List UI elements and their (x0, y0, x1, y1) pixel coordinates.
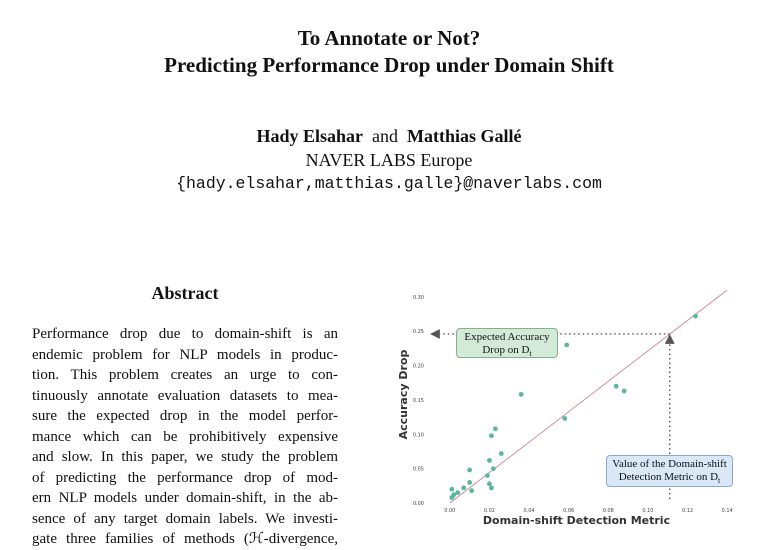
data-point (487, 458, 492, 463)
title-line-1: To Annotate or Not? (297, 26, 481, 50)
data-point (693, 313, 698, 319)
expected-drop-line-1: Expected Accuracy (464, 331, 550, 343)
data-point (449, 486, 455, 492)
metric-value-subscript: t (718, 476, 721, 486)
y-tick-label: 0.10 (413, 432, 424, 438)
abstract-line: tinuously annotate evaluation datasets t… (32, 387, 338, 404)
data-point (451, 492, 457, 498)
data-point (455, 490, 461, 496)
regression-line (449, 289, 728, 504)
abstract-line: mance which can be prohibitively expensi… (32, 428, 338, 445)
expected-drop-line-2: Drop on D (482, 344, 530, 356)
x-tick-label: 0.06 (563, 508, 574, 514)
author-2: Matthias Gallé (407, 126, 522, 146)
y-tick-label: 0.15 (413, 398, 424, 404)
x-tick-label: 0.10 (642, 508, 653, 514)
abstract-heading: Abstract (151, 283, 219, 303)
abstract-line: and slow. In this paper, we study the pr… (32, 449, 338, 465)
abstract-line: sence of any target domain labels. We in… (32, 510, 338, 527)
abstract-line: tion. This problem creates an urge to co… (32, 367, 338, 383)
data-point (487, 481, 492, 487)
data-point (621, 388, 627, 394)
data-point (518, 392, 524, 397)
author-conjunction: and (372, 126, 399, 146)
y-axis-label: Accuracy Drop (397, 350, 410, 440)
data-point (613, 383, 619, 389)
data-point (469, 488, 475, 494)
author-block: Hady Elsahar and Matthias Gallé NAVER LA… (0, 124, 778, 172)
figure-scatter-plot: 0.00 0.05 0.10 0.15 0.20 0.25 0.30 0.00 0.02 0.04… (397, 289, 733, 527)
data-point (564, 342, 570, 348)
data-point (491, 466, 496, 472)
x-tick-label: 0.00 (444, 508, 455, 514)
x-tick-label: 0.08 (603, 508, 614, 514)
abstract-body: Performance drop due to domain-shift is … (32, 324, 338, 550)
y-tick-label: 0.00 (413, 501, 424, 507)
x-tick-label: 0.04 (523, 508, 534, 514)
data-point (489, 485, 494, 491)
abstract-line: gate three families of methods (ℋ-diverg… (32, 531, 338, 547)
abstract-line: of predicting the performance drop of mo… (32, 469, 338, 486)
abstract-line: endemic problem for NLP models in produc… (32, 346, 338, 363)
x-tick-label: 0.12 (682, 508, 693, 514)
y-tick-label: 0.20 (413, 364, 424, 370)
data-point (489, 433, 494, 439)
data-point (562, 416, 568, 421)
affiliation: NAVER LABS Europe (305, 150, 473, 170)
data-point (492, 426, 498, 432)
expected-drop-subscript: t (529, 349, 532, 359)
data-point (467, 467, 473, 473)
paper-title: To Annotate or Not? Predicting Performan… (0, 25, 778, 79)
author-1: Hady Elsahar (256, 126, 364, 146)
y-tick-label: 0.30 (413, 295, 424, 301)
title-line-2: Predicting Performance Drop under Domain… (164, 53, 614, 77)
x-axis-label: Domain-shift Detection Metric (483, 514, 670, 527)
metric-value-line-1: Value of the Domain-shift (612, 458, 727, 470)
abstract-line: sure the expected drop in the model perf… (32, 408, 338, 424)
expected-drop-annotation: Expected Accuracy Drop on Dt (456, 328, 558, 358)
email: {hady.elsahar,matthias.galle}@naverlabs.… (176, 174, 602, 193)
data-point (467, 479, 473, 485)
data-point (485, 473, 490, 478)
data-point (498, 451, 504, 456)
y-tick-label: 0.05 (413, 467, 424, 473)
abstract-line: Performance drop due to domain-shift is … (32, 326, 338, 342)
data-point (461, 485, 467, 491)
y-tick-label: 0.25 (413, 329, 424, 335)
x-tick-label: 0.02 (484, 508, 495, 514)
metric-value-annotation: Value of the Domain-shift Detection Metr… (606, 455, 733, 487)
metric-value-line-2: Detection Metric on D (618, 471, 719, 483)
abstract-line: ern NLP models under domain-shift, in th… (32, 490, 338, 506)
x-tick-label: 0.14 (722, 508, 733, 514)
